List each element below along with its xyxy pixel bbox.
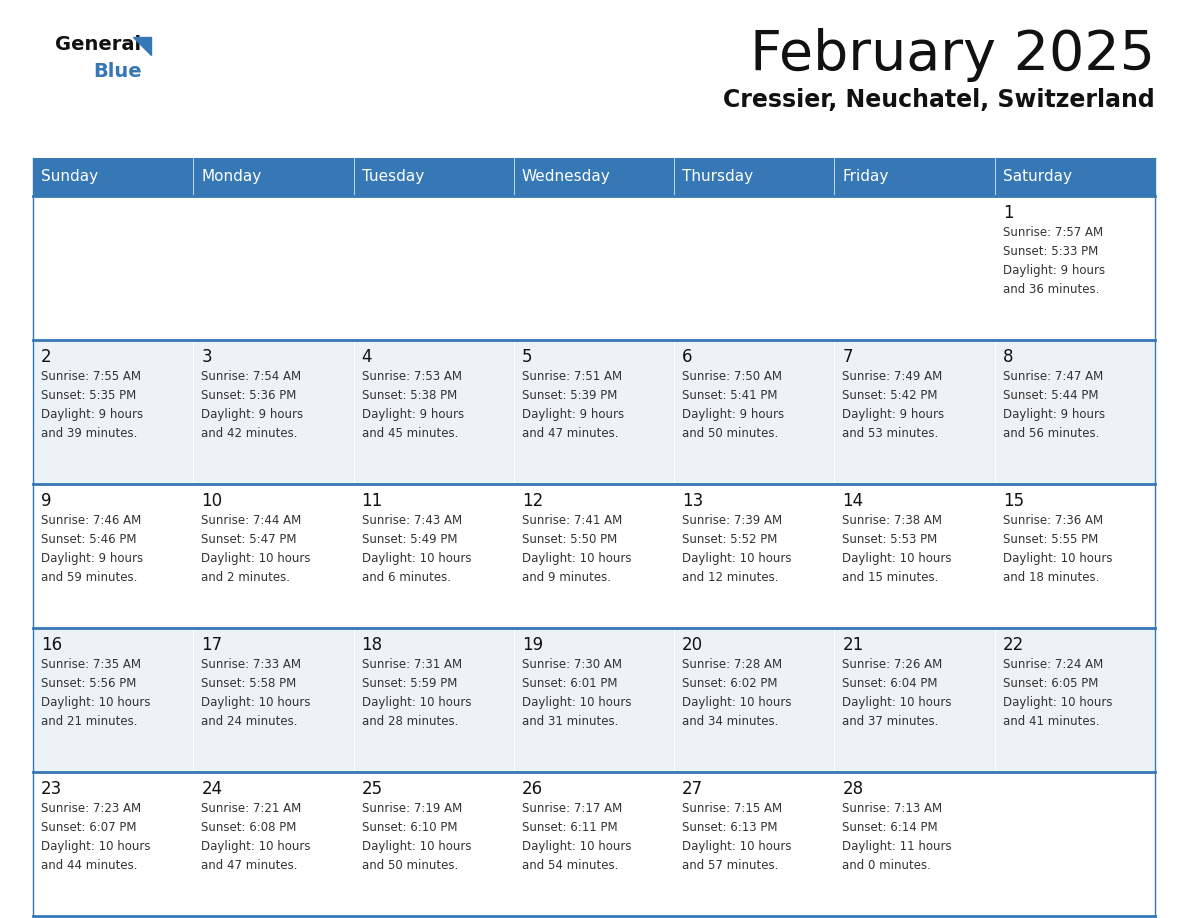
Text: Sunrise: 7:15 AM
Sunset: 6:13 PM
Daylight: 10 hours
and 57 minutes.: Sunrise: 7:15 AM Sunset: 6:13 PM Dayligh… <box>682 802 791 872</box>
Text: 20: 20 <box>682 636 703 654</box>
Text: 6: 6 <box>682 348 693 366</box>
Text: 4: 4 <box>361 348 372 366</box>
Text: Sunrise: 7:46 AM
Sunset: 5:46 PM
Daylight: 9 hours
and 59 minutes.: Sunrise: 7:46 AM Sunset: 5:46 PM Dayligh… <box>42 514 143 584</box>
Text: 19: 19 <box>522 636 543 654</box>
Text: Cressier, Neuchatel, Switzerland: Cressier, Neuchatel, Switzerland <box>723 88 1155 112</box>
Bar <box>514 158 674 196</box>
Text: 24: 24 <box>201 780 222 798</box>
Bar <box>194 158 354 196</box>
Text: Sunrise: 7:57 AM
Sunset: 5:33 PM
Daylight: 9 hours
and 36 minutes.: Sunrise: 7:57 AM Sunset: 5:33 PM Dayligh… <box>1003 226 1105 296</box>
Text: Sunrise: 7:50 AM
Sunset: 5:41 PM
Daylight: 9 hours
and 50 minutes.: Sunrise: 7:50 AM Sunset: 5:41 PM Dayligh… <box>682 370 784 440</box>
Text: Wednesday: Wednesday <box>522 170 611 185</box>
Bar <box>674 158 834 196</box>
Polygon shape <box>133 37 151 55</box>
Text: Sunrise: 7:35 AM
Sunset: 5:56 PM
Daylight: 10 hours
and 21 minutes.: Sunrise: 7:35 AM Sunset: 5:56 PM Dayligh… <box>42 658 151 728</box>
Text: Thursday: Thursday <box>682 170 753 185</box>
Text: Sunrise: 7:55 AM
Sunset: 5:35 PM
Daylight: 9 hours
and 39 minutes.: Sunrise: 7:55 AM Sunset: 5:35 PM Dayligh… <box>42 370 143 440</box>
Bar <box>33 340 1155 484</box>
Text: Sunrise: 7:30 AM
Sunset: 6:01 PM
Daylight: 10 hours
and 31 minutes.: Sunrise: 7:30 AM Sunset: 6:01 PM Dayligh… <box>522 658 631 728</box>
Text: Sunrise: 7:21 AM
Sunset: 6:08 PM
Daylight: 10 hours
and 47 minutes.: Sunrise: 7:21 AM Sunset: 6:08 PM Dayligh… <box>201 802 311 872</box>
Bar <box>33 484 1155 628</box>
Text: 26: 26 <box>522 780 543 798</box>
Text: Sunrise: 7:53 AM
Sunset: 5:38 PM
Daylight: 9 hours
and 45 minutes.: Sunrise: 7:53 AM Sunset: 5:38 PM Dayligh… <box>361 370 463 440</box>
Text: Sunrise: 7:36 AM
Sunset: 5:55 PM
Daylight: 10 hours
and 18 minutes.: Sunrise: 7:36 AM Sunset: 5:55 PM Dayligh… <box>1003 514 1112 584</box>
Text: Monday: Monday <box>201 170 261 185</box>
Text: Tuesday: Tuesday <box>361 170 424 185</box>
Text: Sunrise: 7:13 AM
Sunset: 6:14 PM
Daylight: 11 hours
and 0 minutes.: Sunrise: 7:13 AM Sunset: 6:14 PM Dayligh… <box>842 802 952 872</box>
Text: Sunrise: 7:33 AM
Sunset: 5:58 PM
Daylight: 10 hours
and 24 minutes.: Sunrise: 7:33 AM Sunset: 5:58 PM Dayligh… <box>201 658 311 728</box>
Bar <box>33 772 1155 916</box>
Text: 21: 21 <box>842 636 864 654</box>
Text: 7: 7 <box>842 348 853 366</box>
Text: Sunrise: 7:43 AM
Sunset: 5:49 PM
Daylight: 10 hours
and 6 minutes.: Sunrise: 7:43 AM Sunset: 5:49 PM Dayligh… <box>361 514 472 584</box>
Text: Sunrise: 7:31 AM
Sunset: 5:59 PM
Daylight: 10 hours
and 28 minutes.: Sunrise: 7:31 AM Sunset: 5:59 PM Dayligh… <box>361 658 472 728</box>
Text: 18: 18 <box>361 636 383 654</box>
Text: Sunrise: 7:41 AM
Sunset: 5:50 PM
Daylight: 10 hours
and 9 minutes.: Sunrise: 7:41 AM Sunset: 5:50 PM Dayligh… <box>522 514 631 584</box>
Text: Sunrise: 7:26 AM
Sunset: 6:04 PM
Daylight: 10 hours
and 37 minutes.: Sunrise: 7:26 AM Sunset: 6:04 PM Dayligh… <box>842 658 952 728</box>
Text: 11: 11 <box>361 492 383 510</box>
Text: Sunrise: 7:39 AM
Sunset: 5:52 PM
Daylight: 10 hours
and 12 minutes.: Sunrise: 7:39 AM Sunset: 5:52 PM Dayligh… <box>682 514 791 584</box>
Text: 3: 3 <box>201 348 211 366</box>
Text: Sunrise: 7:49 AM
Sunset: 5:42 PM
Daylight: 9 hours
and 53 minutes.: Sunrise: 7:49 AM Sunset: 5:42 PM Dayligh… <box>842 370 944 440</box>
Text: 23: 23 <box>42 780 62 798</box>
Text: 5: 5 <box>522 348 532 366</box>
Text: Sunrise: 7:17 AM
Sunset: 6:11 PM
Daylight: 10 hours
and 54 minutes.: Sunrise: 7:17 AM Sunset: 6:11 PM Dayligh… <box>522 802 631 872</box>
Text: 16: 16 <box>42 636 62 654</box>
Text: Sunrise: 7:38 AM
Sunset: 5:53 PM
Daylight: 10 hours
and 15 minutes.: Sunrise: 7:38 AM Sunset: 5:53 PM Dayligh… <box>842 514 952 584</box>
Text: 25: 25 <box>361 780 383 798</box>
Text: 28: 28 <box>842 780 864 798</box>
Text: Sunrise: 7:51 AM
Sunset: 5:39 PM
Daylight: 9 hours
and 47 minutes.: Sunrise: 7:51 AM Sunset: 5:39 PM Dayligh… <box>522 370 624 440</box>
Text: Friday: Friday <box>842 170 889 185</box>
Text: Sunrise: 7:24 AM
Sunset: 6:05 PM
Daylight: 10 hours
and 41 minutes.: Sunrise: 7:24 AM Sunset: 6:05 PM Dayligh… <box>1003 658 1112 728</box>
Text: 8: 8 <box>1003 348 1013 366</box>
Text: Sunrise: 7:44 AM
Sunset: 5:47 PM
Daylight: 10 hours
and 2 minutes.: Sunrise: 7:44 AM Sunset: 5:47 PM Dayligh… <box>201 514 311 584</box>
Text: 27: 27 <box>682 780 703 798</box>
Text: 17: 17 <box>201 636 222 654</box>
Text: Blue: Blue <box>93 62 141 81</box>
Bar <box>33 158 194 196</box>
Text: February 2025: February 2025 <box>750 28 1155 82</box>
Text: 13: 13 <box>682 492 703 510</box>
Text: 15: 15 <box>1003 492 1024 510</box>
Text: Sunrise: 7:54 AM
Sunset: 5:36 PM
Daylight: 9 hours
and 42 minutes.: Sunrise: 7:54 AM Sunset: 5:36 PM Dayligh… <box>201 370 303 440</box>
Text: 9: 9 <box>42 492 51 510</box>
Text: 2: 2 <box>42 348 51 366</box>
Bar <box>994 158 1155 196</box>
Text: General: General <box>55 35 141 54</box>
Text: Sunrise: 7:47 AM
Sunset: 5:44 PM
Daylight: 9 hours
and 56 minutes.: Sunrise: 7:47 AM Sunset: 5:44 PM Dayligh… <box>1003 370 1105 440</box>
Text: Sunrise: 7:19 AM
Sunset: 6:10 PM
Daylight: 10 hours
and 50 minutes.: Sunrise: 7:19 AM Sunset: 6:10 PM Dayligh… <box>361 802 472 872</box>
Bar <box>834 158 994 196</box>
Bar <box>354 158 514 196</box>
Text: 12: 12 <box>522 492 543 510</box>
Text: 10: 10 <box>201 492 222 510</box>
Text: Sunrise: 7:28 AM
Sunset: 6:02 PM
Daylight: 10 hours
and 34 minutes.: Sunrise: 7:28 AM Sunset: 6:02 PM Dayligh… <box>682 658 791 728</box>
Text: 22: 22 <box>1003 636 1024 654</box>
Text: 14: 14 <box>842 492 864 510</box>
Text: 1: 1 <box>1003 204 1013 222</box>
Text: Saturday: Saturday <box>1003 170 1072 185</box>
Text: Sunday: Sunday <box>42 170 99 185</box>
Bar <box>33 196 1155 340</box>
Text: Sunrise: 7:23 AM
Sunset: 6:07 PM
Daylight: 10 hours
and 44 minutes.: Sunrise: 7:23 AM Sunset: 6:07 PM Dayligh… <box>42 802 151 872</box>
Bar <box>33 628 1155 772</box>
